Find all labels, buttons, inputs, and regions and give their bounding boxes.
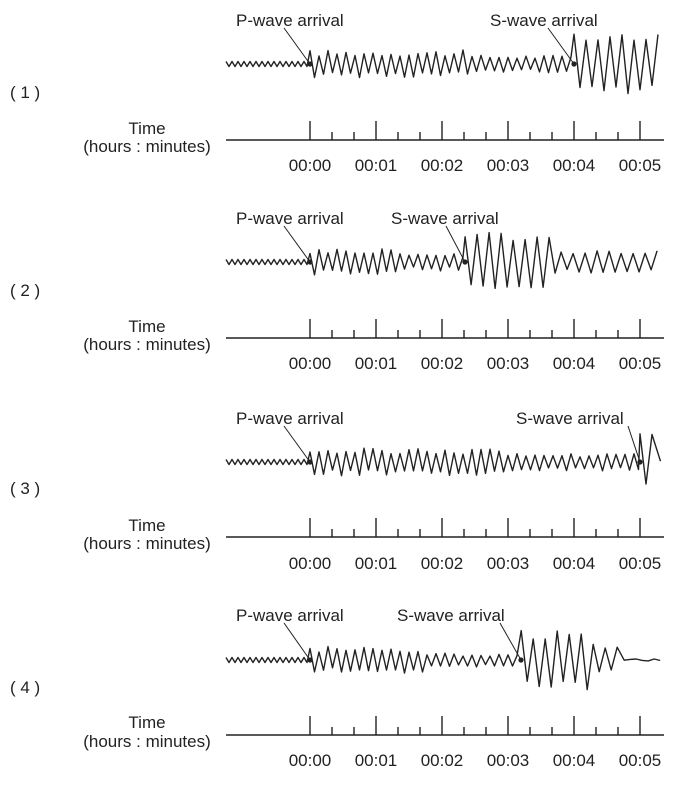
panel-2: ( 2 ) P-wave arrival S-wave arrival Time… <box>10 209 664 373</box>
s-wave-pointer <box>499 622 522 661</box>
p-wave-arrival-marker <box>307 657 313 663</box>
axis-label-units: (hours : minutes) <box>83 732 211 751</box>
tick-label: 00:05 <box>619 354 662 373</box>
axis-label-time: Time <box>128 119 165 138</box>
tick-label: 00:02 <box>421 156 464 175</box>
s-wave-pointer <box>627 425 641 463</box>
tick-label: 00:02 <box>421 354 464 373</box>
tick-label: 00:01 <box>355 156 398 175</box>
tick-label: 00:01 <box>355 751 398 770</box>
panel-number: ( 4 ) <box>10 678 40 697</box>
seismogram-trace <box>225 33 659 95</box>
panel-number: ( 2 ) <box>10 281 40 300</box>
s-wave-arrival-marker <box>462 259 468 265</box>
s-wave-arrival-marker <box>571 61 577 67</box>
seismogram-trace <box>225 231 658 290</box>
panel-1: ( 1 ) P-wave arrival S-wave arrival Time… <box>10 11 664 175</box>
tick-label: 00:02 <box>421 751 464 770</box>
panel-number: ( 1 ) <box>10 83 40 102</box>
tick-label: 00:05 <box>619 156 662 175</box>
time-axis <box>226 319 664 339</box>
s-wave-label: S-wave arrival <box>516 409 624 428</box>
p-wave-label: P-wave arrival <box>236 11 344 30</box>
tick-label: 00:00 <box>289 156 332 175</box>
p-wave-pointer <box>283 622 311 661</box>
panel-4: ( 4 ) P-wave arrival S-wave arrival Time… <box>10 606 664 770</box>
s-wave-label: S-wave arrival <box>391 209 499 228</box>
p-wave-pointer <box>283 225 311 263</box>
axis-label-units: (hours : minutes) <box>83 335 211 354</box>
tick-label: 00:04 <box>553 751 596 770</box>
p-wave-label: P-wave arrival <box>236 409 344 428</box>
panel-3: ( 3 ) P-wave arrival S-wave arrival Time… <box>10 409 664 573</box>
tick-label: 00:04 <box>553 354 596 373</box>
p-wave-label: P-wave arrival <box>236 606 344 625</box>
p-wave-pointer <box>283 425 311 463</box>
axis-label-units: (hours : minutes) <box>83 534 211 553</box>
tick-label: 00:01 <box>355 354 398 373</box>
s-wave-arrival-marker <box>518 657 524 663</box>
tick-label: 00:05 <box>619 554 662 573</box>
s-wave-pointer <box>445 225 466 263</box>
tick-label: 00:00 <box>289 751 332 770</box>
tick-label: 00:03 <box>487 156 530 175</box>
tick-label: 00:02 <box>421 554 464 573</box>
time-axis <box>226 121 664 141</box>
time-axis <box>226 518 664 538</box>
p-wave-arrival-marker <box>307 61 313 67</box>
time-axis <box>226 716 664 736</box>
tick-label: 00:00 <box>289 354 332 373</box>
p-wave-arrival-marker <box>307 259 313 265</box>
tick-label: 00:00 <box>289 554 332 573</box>
axis-label-time: Time <box>128 713 165 732</box>
tick-label: 00:05 <box>619 751 662 770</box>
tick-label: 00:04 <box>553 554 596 573</box>
s-wave-label: S-wave arrival <box>397 606 505 625</box>
p-wave-pointer <box>283 27 311 65</box>
seismogram-trace <box>225 433 662 485</box>
axis-label-units: (hours : minutes) <box>83 137 211 156</box>
s-wave-label: S-wave arrival <box>490 11 598 30</box>
p-wave-arrival-marker <box>307 459 313 465</box>
panel-number: ( 3 ) <box>10 479 40 498</box>
tick-label: 00:03 <box>487 554 530 573</box>
axis-label-time: Time <box>128 317 165 336</box>
p-wave-label: P-wave arrival <box>236 209 344 228</box>
axis-label-time: Time <box>128 516 165 535</box>
tick-label: 00:03 <box>487 354 530 373</box>
seismogram-trace <box>225 629 661 691</box>
tick-label: 00:04 <box>553 156 596 175</box>
tick-label: 00:01 <box>355 554 398 573</box>
s-wave-arrival-marker <box>637 459 643 465</box>
s-wave-pointer <box>547 27 575 65</box>
tick-label: 00:03 <box>487 751 530 770</box>
